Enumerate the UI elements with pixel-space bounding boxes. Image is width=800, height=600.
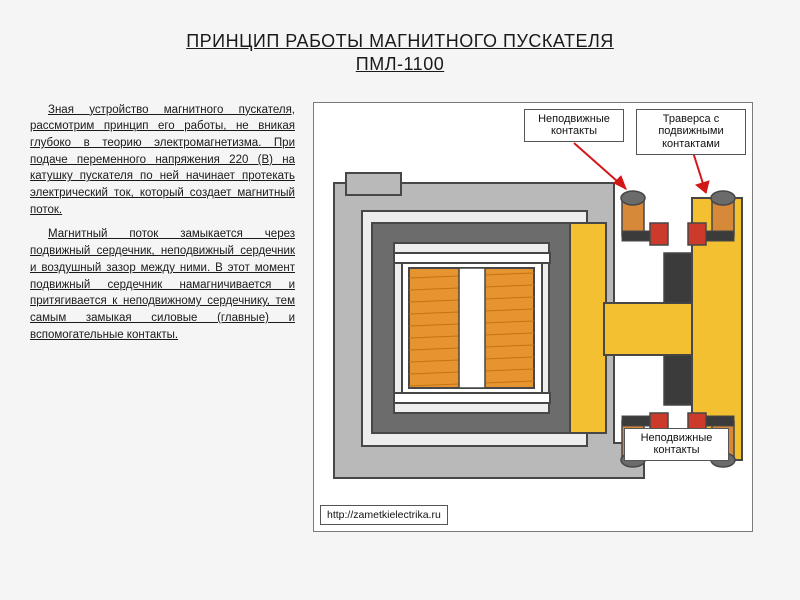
paragraph-2: Магнитный поток замыкается через подвижн… — [30, 226, 295, 343]
contactor-diagram — [314, 103, 754, 533]
paragraph-1: Зная устройство магнитного пускателя, ра… — [30, 102, 295, 219]
page-title: ПРИНЦИП РАБОТЫ МАГНИТНОГО ПУСКАТЕЛЯ ПМЛ-… — [160, 30, 640, 77]
label-fixed-contacts-bottom: Неподвижные контакты — [624, 428, 729, 461]
description-text: Зная устройство магнитного пускателя, ра… — [30, 102, 295, 532]
source-url: http://zametkielectrika.ru — [320, 505, 448, 525]
diagram-frame: Неподвижные контакты Траверса с подвижны… — [313, 102, 753, 532]
label-traverse: Траверса с подвижными контактами — [636, 109, 746, 155]
coil-assembly — [372, 223, 572, 433]
label-fixed-contacts-top: Неподвижные контакты — [524, 109, 624, 142]
